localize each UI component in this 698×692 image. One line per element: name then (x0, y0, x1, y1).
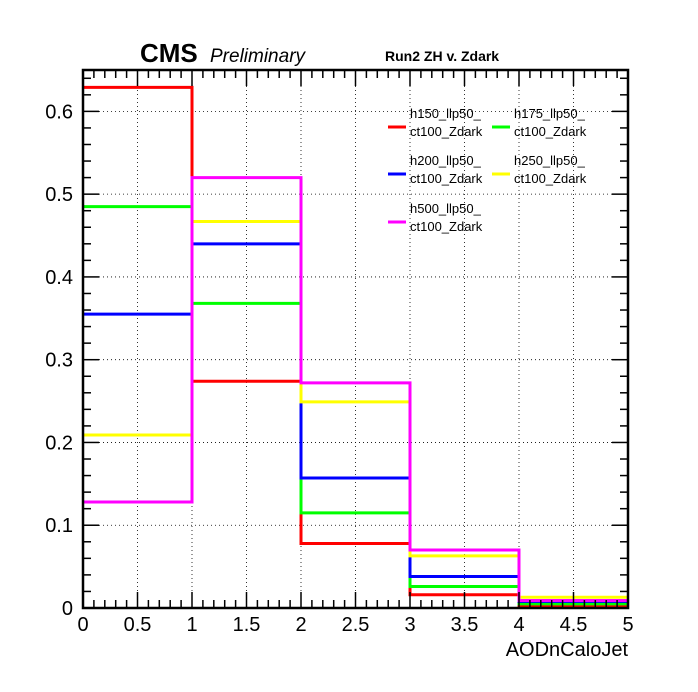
series-4 (83, 219, 628, 599)
x-tick-label: 1 (186, 614, 197, 636)
x-tick-label: 3 (404, 614, 415, 636)
y-tick-label: 0.1 (45, 515, 73, 537)
grid-lines (83, 70, 628, 608)
legend-item: h250_llp50_ ct100_Zdark (492, 153, 587, 186)
legend-item: h175_llp50_ ct100_Zdark (492, 106, 587, 139)
series-line (83, 219, 628, 599)
series-5 (83, 176, 628, 603)
cms-label: CMS (140, 38, 198, 68)
legend-item: h500_llp50_ ct100_Zdark (388, 201, 483, 234)
y-tick-label: 0 (62, 598, 73, 620)
x-tick-label: 3.5 (451, 614, 479, 636)
legend-label: ct100_Zdark (514, 124, 587, 139)
chart-title: Run2 ZH v. Zdark (385, 48, 499, 64)
legend-label: ct100_Zdark (514, 171, 587, 186)
y-tick-label: 0.5 (45, 184, 73, 206)
legend-label: h175_llp50_ (514, 106, 586, 121)
x-tick-label: 4.5 (560, 614, 588, 636)
legend: h150_llp50_ ct100_Zdark h175_llp50_ ct100_Z… (388, 106, 587, 234)
tick-labels: 0 0.5 1 1.5 2 2.5 3 3.5 4 4.5 5 0 0.1 0.2 0.3 0.4 0.5 0.6 (45, 101, 633, 636)
legend-label: h500_llp50_ (410, 201, 482, 216)
y-tick-label: 0.6 (45, 101, 73, 123)
legend-label: h150_llp50_ (410, 106, 482, 121)
legend-label: h250_llp50_ (514, 153, 586, 168)
x-tick-label: 4 (513, 614, 524, 636)
y-tick-label: 0.4 (45, 267, 73, 289)
legend-label: ct100_Zdark (410, 219, 483, 234)
x-tick-label: 0 (77, 614, 88, 636)
legend-label: h200_llp50_ (410, 153, 482, 168)
y-tick-label: 0.2 (45, 432, 73, 454)
axis-ticks (82, 70, 629, 609)
x-tick-label: 2.5 (342, 614, 370, 636)
legend-label: ct100_Zdark (410, 124, 483, 139)
x-axis-label: AODnCaloJet (506, 639, 629, 661)
preliminary-label: Preliminary (210, 46, 307, 67)
x-tick-label: 0.5 (124, 614, 152, 636)
y-tick-label: 0.3 (45, 350, 73, 372)
x-tick-label: 5 (622, 614, 633, 636)
series-line (83, 176, 628, 603)
x-tick-label: 1.5 (233, 614, 261, 636)
x-tick-label: 2 (295, 614, 306, 636)
legend-item: h150_llp50_ ct100_Zdark (388, 106, 483, 139)
legend-label: ct100_Zdark (410, 171, 483, 186)
legend-item: h200_llp50_ ct100_Zdark (388, 153, 483, 186)
